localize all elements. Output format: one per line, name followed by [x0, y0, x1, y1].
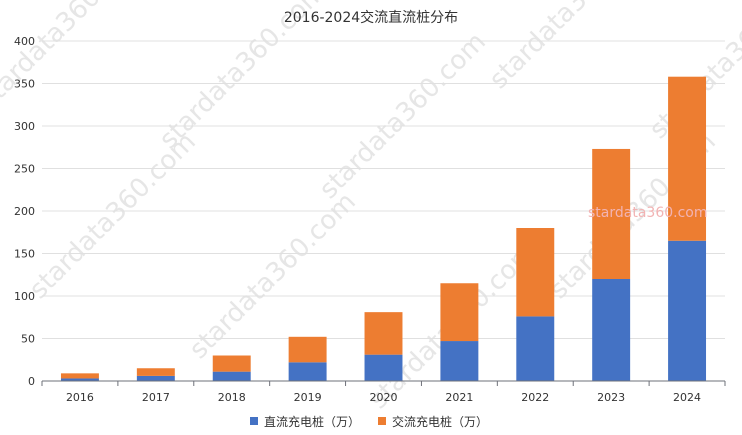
- y-tick-label: 150: [14, 248, 35, 261]
- x-tick-label: 2016: [66, 391, 94, 404]
- x-tick-label: 2019: [294, 391, 322, 404]
- bar: [364, 312, 403, 355]
- bar: [212, 371, 251, 381]
- y-tick-label: 400: [14, 35, 35, 48]
- y-tick-label: 300: [14, 120, 35, 133]
- bar: [60, 378, 99, 381]
- bar: [364, 354, 403, 381]
- bar: [516, 228, 555, 317]
- legend-label: 直流充电桩（万）: [264, 414, 360, 429]
- bar: [60, 373, 99, 379]
- bar: [212, 355, 251, 372]
- watermark-text: stardata360.com: [484, 0, 662, 95]
- chart-title: 2016-2024交流直流桩分布: [284, 9, 458, 26]
- y-tick-label: 100: [14, 290, 35, 303]
- watermark-highlight: stardata360.com: [588, 205, 707, 221]
- bar: [136, 375, 175, 381]
- bar: [668, 240, 707, 381]
- watermark-text: stardata360.com: [314, 27, 492, 205]
- bar: [440, 283, 479, 342]
- bar: [136, 368, 175, 376]
- y-tick-label: 0: [28, 375, 35, 388]
- bar: [516, 316, 555, 381]
- bar-layer: [60, 76, 707, 381]
- x-tick-label: 2024: [673, 391, 701, 404]
- x-tick-label: 2021: [445, 391, 473, 404]
- bar: [440, 341, 479, 381]
- x-tick-label: 2018: [218, 391, 246, 404]
- y-tick-label: 250: [14, 163, 35, 176]
- watermark-text: stardata360.com: [0, 0, 152, 115]
- y-tick-label: 350: [14, 78, 35, 91]
- bar: [592, 279, 631, 381]
- x-tick-label: 2023: [597, 391, 625, 404]
- bar: [288, 336, 327, 363]
- legend-label: 交流充电桩（万）: [392, 414, 488, 429]
- x-tick-label: 2017: [142, 391, 170, 404]
- bar: [288, 362, 327, 381]
- x-tick-label: 2022: [521, 391, 549, 404]
- x-tick-label: 2020: [370, 391, 398, 404]
- y-tick-label: 200: [14, 205, 35, 218]
- axis-layer: 0 50 100 150 200 250 300 350 400 2016 2017 2018 2019…: [14, 35, 726, 404]
- legend-swatch: [250, 417, 258, 425]
- legend: 直流充电桩（万） 交流充电桩（万）: [250, 414, 488, 429]
- y-tick-label: 50: [21, 333, 35, 346]
- bar: [592, 148, 631, 279]
- bar: [668, 76, 707, 241]
- legend-swatch: [378, 417, 386, 425]
